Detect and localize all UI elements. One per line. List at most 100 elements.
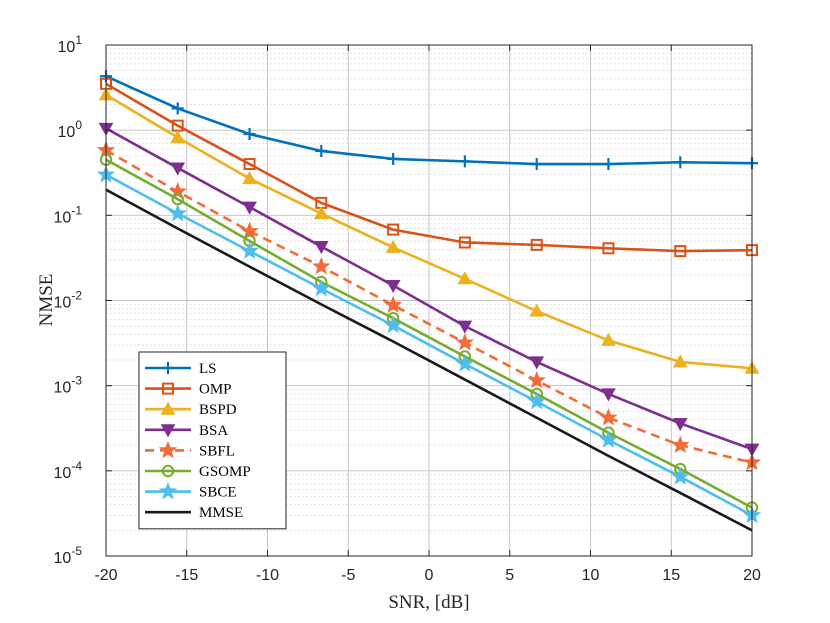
data-point-sbce	[527, 391, 546, 410]
legend-marker-gsomp	[161, 464, 175, 478]
series-line-ls	[105, 75, 753, 166]
series-line-sbce	[105, 173, 753, 517]
legend-marker-bspd	[160, 401, 176, 415]
legend-label-gsomp: GSOMP	[199, 464, 251, 480]
data-point-ls	[171, 102, 184, 115]
legend-entry-bsa: BSA	[145, 423, 228, 439]
data-point-bsa	[170, 162, 186, 176]
legend-marker-sbfl	[158, 440, 178, 459]
legend-label-sbfl: SBFL	[199, 443, 235, 459]
legend: LS OMP BSPD BSA SBFL GSOMP SBCE MMSE	[138, 351, 287, 530]
series-omp	[100, 77, 758, 258]
y-tick-label: 10-3	[54, 374, 83, 397]
data-point-sbce	[240, 241, 259, 259]
y-tick-label: 10-4	[54, 459, 83, 482]
data-point-bsa	[672, 417, 688, 431]
x-tick-label: -10	[256, 567, 279, 584]
x-tick-label: 20	[743, 567, 761, 584]
data-point-sbfl	[383, 295, 403, 314]
data-point-bsa	[529, 356, 545, 370]
x-tick-label: 0	[425, 567, 434, 584]
data-point-ls	[674, 156, 687, 169]
data-point-bspd	[529, 303, 545, 317]
y-tick-label: 10-5	[54, 544, 83, 567]
data-point-omp	[387, 223, 400, 236]
data-point-ls	[387, 152, 400, 165]
y-tick-label: 10-2	[54, 289, 83, 312]
x-tick-label: 10	[582, 567, 600, 584]
series-bspd	[98, 87, 760, 374]
data-point-sbce	[455, 354, 475, 372]
data-point-bspd	[385, 239, 401, 253]
data-point-sbce	[671, 467, 690, 485]
data-point-ls	[243, 128, 256, 141]
legend-label-sbce: SBCE	[199, 485, 237, 501]
data-point-ls	[602, 158, 615, 171]
legend-entry-bspd: BSPD	[145, 401, 237, 418]
y-axis: 10-5 10-4 10-3 10-2 10-1 100 101	[54, 33, 752, 567]
data-point-sbce	[312, 278, 331, 297]
data-point-sbfl	[455, 333, 475, 351]
data-point-sbfl	[168, 181, 187, 200]
legend-label-bsa: BSA	[199, 423, 228, 439]
x-axis: -20 -15 -10 -5 0 5 10 15 20	[94, 45, 761, 584]
legend-marker-ls	[162, 362, 174, 374]
legend-entry-omp: OMP	[145, 382, 232, 398]
y-tick-label: 10-1	[54, 203, 83, 226]
legend-box	[138, 351, 287, 530]
series-layer	[96, 70, 762, 532]
y-tick-label: 101	[58, 33, 83, 56]
legend-entry-mmse: MMSE	[145, 505, 243, 521]
data-point-bspd	[313, 206, 329, 220]
data-point-ls	[458, 155, 471, 168]
legend-marker-omp	[162, 382, 174, 395]
series-sbce	[96, 165, 762, 524]
data-point-omp	[458, 236, 471, 249]
legend-marker-bsa	[160, 424, 176, 438]
x-axis-title: SNR, [dB]	[388, 592, 469, 613]
data-point-bsa	[601, 388, 616, 402]
data-point-omp	[602, 242, 615, 255]
legend-entry-sbce: SBCE	[145, 481, 237, 501]
data-point-sbce	[599, 430, 618, 448]
series-line-bsa	[105, 127, 753, 451]
legend-entry-sbfl: SBFL	[145, 440, 235, 459]
y-axis-title: NMSE	[36, 274, 57, 327]
data-point-sbce	[168, 203, 187, 222]
legend-label-mmse: MMSE	[199, 505, 243, 521]
data-point-sbfl	[599, 408, 618, 426]
data-point-bsa	[457, 320, 473, 334]
series-mmse	[105, 188, 753, 532]
data-point-bspd	[242, 171, 257, 185]
x-tick-label: -15	[175, 567, 198, 584]
data-point-omp	[674, 245, 687, 258]
series-ls	[100, 70, 758, 171]
data-point-bsa	[313, 241, 329, 255]
data-point-bspd	[170, 129, 186, 144]
data-point-bsa	[385, 280, 401, 294]
data-point-bsa	[242, 201, 257, 215]
legend-label-omp: OMP	[199, 382, 232, 398]
series-line-omp	[105, 82, 753, 253]
data-point-sbfl	[527, 370, 546, 389]
data-point-ls	[315, 144, 328, 157]
x-tick-label: -20	[94, 567, 117, 584]
data-point-bspd	[457, 271, 473, 285]
data-point-omp	[243, 158, 256, 171]
data-point-sbce	[383, 315, 403, 334]
legend-label-ls: LS	[199, 361, 217, 377]
legend-entry-gsomp: GSOMP	[145, 464, 251, 480]
legend-label-bspd: BSPD	[199, 402, 237, 418]
data-point-sbfl	[312, 256, 331, 275]
series-line-sbfl	[105, 149, 753, 464]
legend-marker-sbce	[158, 481, 178, 500]
series-bsa	[98, 122, 760, 457]
series-line-mmse	[105, 188, 753, 532]
data-point-ls	[530, 158, 543, 171]
series-line-gsomp	[105, 158, 753, 509]
data-point-bspd	[672, 354, 688, 368]
legend-entry-ls: LS	[145, 361, 217, 377]
data-point-omp	[530, 238, 543, 251]
x-tick-label: 5	[505, 567, 514, 584]
